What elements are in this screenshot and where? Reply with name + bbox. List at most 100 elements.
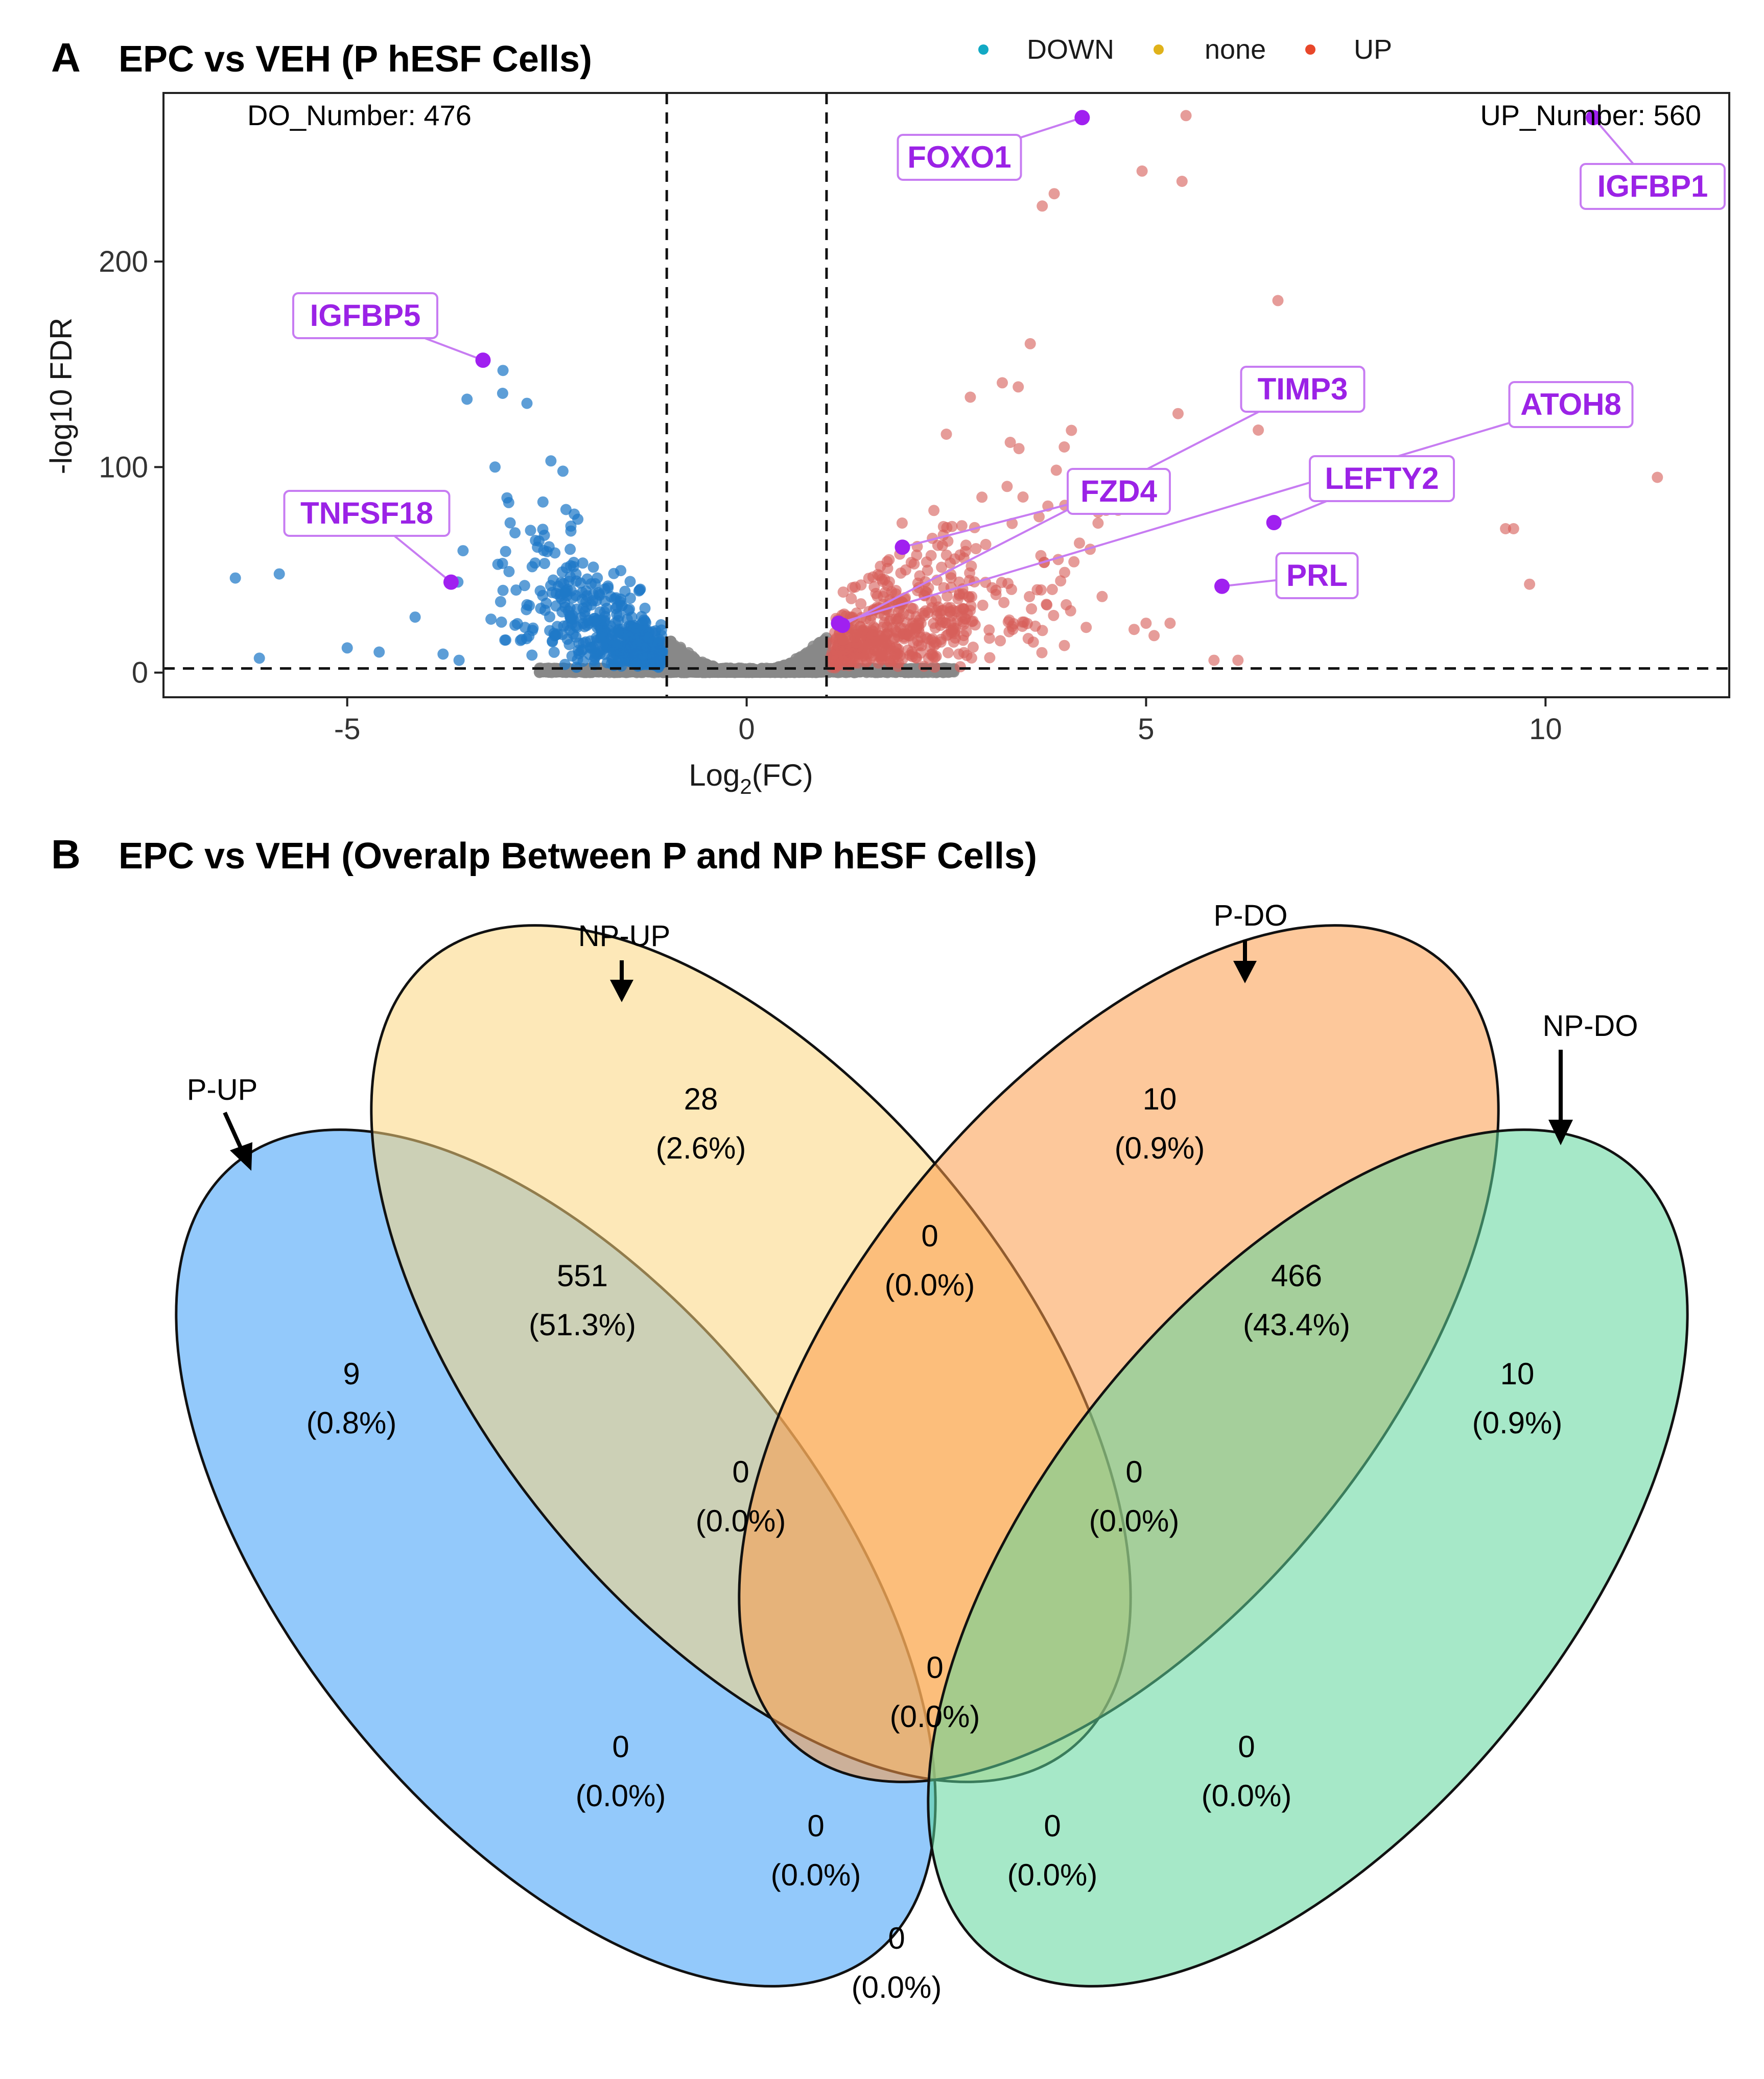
set-label-np-up: NP-UP <box>578 919 670 953</box>
down-point <box>510 584 522 596</box>
up-point <box>904 630 915 642</box>
venn-region-count: 0 <box>921 1219 938 1253</box>
up-count-label: UP_Number: 560 <box>1480 99 1701 131</box>
up-point <box>1041 599 1052 610</box>
up-point <box>896 517 908 529</box>
up-point <box>995 635 1006 647</box>
up-point <box>917 607 929 619</box>
up-point <box>873 634 884 646</box>
up-point <box>913 640 925 651</box>
up-point <box>946 521 958 532</box>
up-point <box>997 377 1008 389</box>
none-point <box>676 667 687 678</box>
venn-region-count: 551 <box>557 1259 608 1293</box>
down-point <box>514 634 526 646</box>
panel-b-letter: B <box>51 832 81 877</box>
up-point <box>1074 537 1085 549</box>
gene-label-fzd4: FZD4 <box>1080 474 1158 508</box>
down-point <box>575 577 586 589</box>
up-point <box>983 632 995 644</box>
down-point <box>499 634 511 646</box>
down-point <box>525 525 536 536</box>
down-point <box>485 613 497 625</box>
down-point <box>537 496 549 508</box>
down-point <box>638 622 649 634</box>
venn-region-count: 28 <box>684 1082 718 1116</box>
set-label-p-do: P-DO <box>1214 899 1288 932</box>
down-point <box>653 645 665 656</box>
down-point <box>602 582 614 594</box>
down-point <box>533 535 545 547</box>
down-point <box>540 598 552 609</box>
down-point <box>617 600 628 611</box>
gene-label-igfbp5: IGFBP5 <box>310 298 421 333</box>
down-point <box>504 517 516 529</box>
x-tick-label: 5 <box>1138 713 1154 746</box>
down-point <box>581 620 593 631</box>
down-point <box>573 637 585 649</box>
venn-region-count: 0 <box>888 1921 905 1955</box>
down-point <box>565 544 576 555</box>
venn-region-count: 0 <box>807 1809 824 1843</box>
down-point <box>640 642 651 653</box>
down-point <box>527 622 539 634</box>
up-point <box>936 561 948 573</box>
down-point <box>560 504 572 515</box>
venn-region-labels: 9(0.8%)28(2.6%)10(0.9%)10(0.9%)551(51.3%… <box>307 1082 1563 2004</box>
up-point <box>877 621 889 633</box>
down-point <box>587 561 599 573</box>
up-point <box>1136 165 1148 177</box>
down-point <box>561 633 573 645</box>
arrowhead-p-up <box>230 1142 252 1171</box>
venn-region-count: 10 <box>1500 1357 1535 1391</box>
down-point <box>619 585 631 597</box>
down-point <box>489 461 501 473</box>
down-point <box>623 630 635 642</box>
down-point <box>594 588 605 600</box>
up-point <box>921 556 932 568</box>
down-point <box>497 365 509 376</box>
up-point <box>912 620 924 631</box>
up-point <box>1176 176 1188 187</box>
none-point <box>536 665 548 676</box>
x-tick-label: 10 <box>1529 713 1562 746</box>
up-point <box>1048 188 1060 200</box>
up-point <box>1013 381 1024 393</box>
x-axis-title: Log2(FC) <box>689 758 813 798</box>
x-axis-title-sub: 2 <box>740 774 751 798</box>
up-point <box>984 652 996 664</box>
down-point <box>253 652 265 664</box>
down-point <box>495 596 506 607</box>
y-axis-title: -log10 FDR <box>44 318 78 475</box>
gene-label-box <box>1309 455 1455 502</box>
up-point <box>937 521 949 532</box>
up-point <box>952 615 963 627</box>
up-point <box>970 543 982 555</box>
down-point <box>496 616 507 628</box>
down-point <box>373 646 385 658</box>
legend-up-swatch <box>1305 44 1315 55</box>
down-point <box>567 613 579 625</box>
up-point <box>935 633 947 645</box>
up-point <box>1024 338 1036 349</box>
up-point <box>1036 647 1048 658</box>
venn-region-percent: (51.3%) <box>529 1308 636 1342</box>
down-point <box>570 590 582 601</box>
up-point <box>853 642 865 654</box>
up-point <box>1172 408 1184 419</box>
up-point <box>868 621 880 633</box>
up-point <box>1055 575 1067 587</box>
down-regulated-points <box>229 365 668 673</box>
down-point <box>511 618 523 629</box>
up-point <box>908 558 920 570</box>
venn-region-percent: (0.0%) <box>1202 1779 1292 1813</box>
down-point <box>634 584 646 596</box>
arrowhead-np-do <box>1548 1120 1573 1145</box>
up-point <box>954 661 966 673</box>
venn-region-percent: (0.0%) <box>890 1699 980 1734</box>
down-point <box>503 565 515 577</box>
venn-region-percent: (43.4%) <box>1243 1308 1350 1342</box>
down-point <box>409 611 421 623</box>
y-tick-label: 100 <box>99 451 148 484</box>
